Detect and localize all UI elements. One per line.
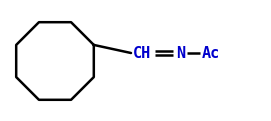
Text: CH: CH <box>133 45 151 60</box>
Text: Ac: Ac <box>202 45 220 60</box>
Text: N: N <box>176 45 185 60</box>
